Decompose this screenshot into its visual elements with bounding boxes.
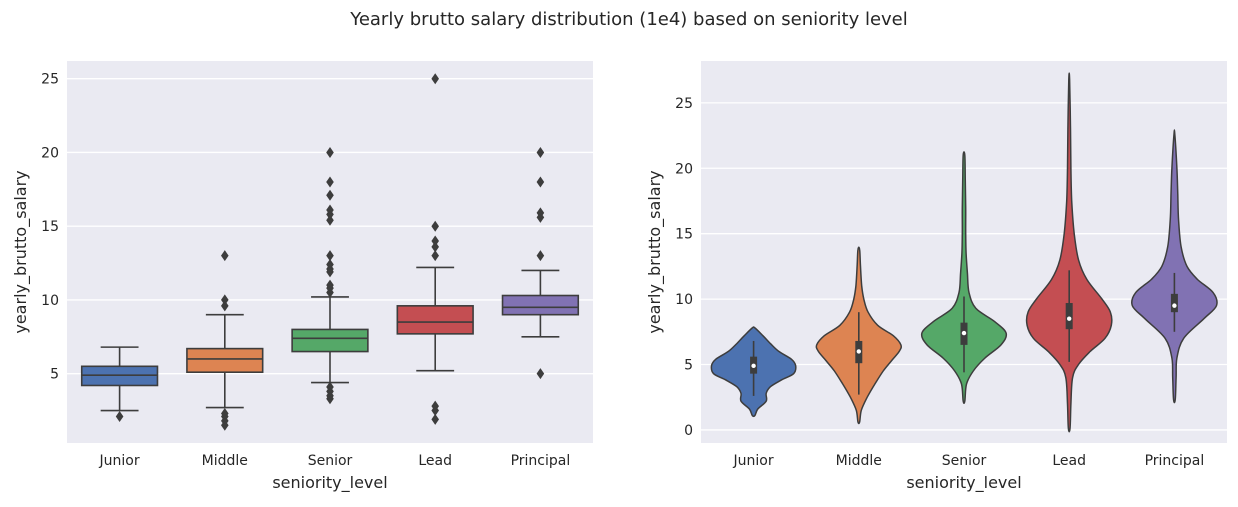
violin-median <box>1067 316 1072 321</box>
y-tick-label: 5 <box>684 358 693 374</box>
outlier-point <box>326 381 334 393</box>
outlier-point <box>431 250 439 262</box>
outlier-point <box>431 413 439 425</box>
violin-median <box>1172 303 1177 308</box>
outlier-point <box>536 250 545 262</box>
outlier-point <box>221 300 229 312</box>
x-tick-label: Principal <box>511 453 571 469</box>
outlier-point <box>536 176 545 188</box>
y-tick-label: 20 <box>675 161 693 177</box>
outlier-point <box>431 241 439 253</box>
x-tick-label: Principal <box>1145 453 1205 469</box>
outlier-point <box>326 214 334 226</box>
violin-body <box>1131 129 1218 404</box>
outlier-point <box>221 294 229 306</box>
outlier-point <box>536 146 545 158</box>
y-axis-label: yearly_brutto_salary <box>645 170 665 333</box>
outlier-point <box>326 146 334 158</box>
box-principal <box>501 146 580 380</box>
y-tick-label: 25 <box>41 72 59 88</box>
box-middle <box>186 250 264 431</box>
outlier-point <box>326 250 334 262</box>
x-tick-label: Junior <box>99 453 140 469</box>
y-tick-label: 20 <box>41 145 59 161</box>
y-tick-label: 0 <box>684 423 693 439</box>
violin-median <box>856 349 861 354</box>
outlier-point <box>326 259 334 271</box>
outlier-point <box>221 408 229 420</box>
outlier-point <box>431 235 439 247</box>
y-tick-label: 5 <box>50 367 59 383</box>
x-tick-label: Junior <box>733 453 774 469</box>
violin-senior <box>920 151 1008 405</box>
x-tick-label: Lead <box>1052 453 1086 469</box>
y-axis-label: yearly_brutto_salary <box>11 170 31 333</box>
outlier-point <box>431 73 439 85</box>
outlier-point <box>326 204 334 216</box>
violin-iqr-bar <box>1065 303 1073 330</box>
violin-iqr-bar <box>1170 293 1178 313</box>
box-plot: 5 10 15 20 25 Junior Middle Senior Lead Principal… <box>11 61 593 493</box>
outlier-point <box>326 189 334 201</box>
outlier-point <box>221 250 229 262</box>
box-lead <box>396 73 474 425</box>
iqr-box <box>396 305 474 335</box>
outlier-point <box>326 279 334 291</box>
iqr-box <box>186 347 264 374</box>
iqr-box <box>501 294 580 316</box>
x-tick-label: Lead <box>418 453 452 469</box>
violin-body <box>920 151 1008 405</box>
outlier-point <box>115 410 124 422</box>
y-tick-label: 10 <box>675 292 693 308</box>
violin-plot: 0 5 10 15 20 25 Junior Middle Senior Lead Principa… <box>645 61 1227 493</box>
violin-median <box>751 363 756 369</box>
outlier-point <box>536 207 545 219</box>
y-tick-label: 15 <box>41 219 59 235</box>
x-axis-label: seniority_level <box>272 473 387 493</box>
outlier-point <box>431 400 439 412</box>
x-tick-label: Senior <box>942 453 987 469</box>
y-tick-label: 10 <box>41 293 59 309</box>
violin-lead <box>1025 72 1113 433</box>
x-tick-label: Middle <box>202 453 248 469</box>
box-senior <box>291 146 369 405</box>
outlier-point <box>326 176 334 188</box>
iqr-box <box>291 328 369 353</box>
x-tick-label: Senior <box>308 453 353 469</box>
violin-principal <box>1131 129 1218 404</box>
y-tick-label: 15 <box>675 227 693 243</box>
violin-median <box>961 330 967 336</box>
outlier-point <box>431 220 439 232</box>
violin-middle <box>815 246 903 425</box>
outlier-point <box>536 368 545 380</box>
y-tick-label: 25 <box>675 96 693 112</box>
violin-junior <box>710 326 797 418</box>
violin-body <box>1025 72 1113 433</box>
x-tick-label: Middle <box>836 453 882 469</box>
x-axis-label: seniority_level <box>906 473 1021 493</box>
figure-title: Yearly brutto salary distribution (1e4) … <box>349 9 908 30</box>
box-junior <box>80 346 159 422</box>
